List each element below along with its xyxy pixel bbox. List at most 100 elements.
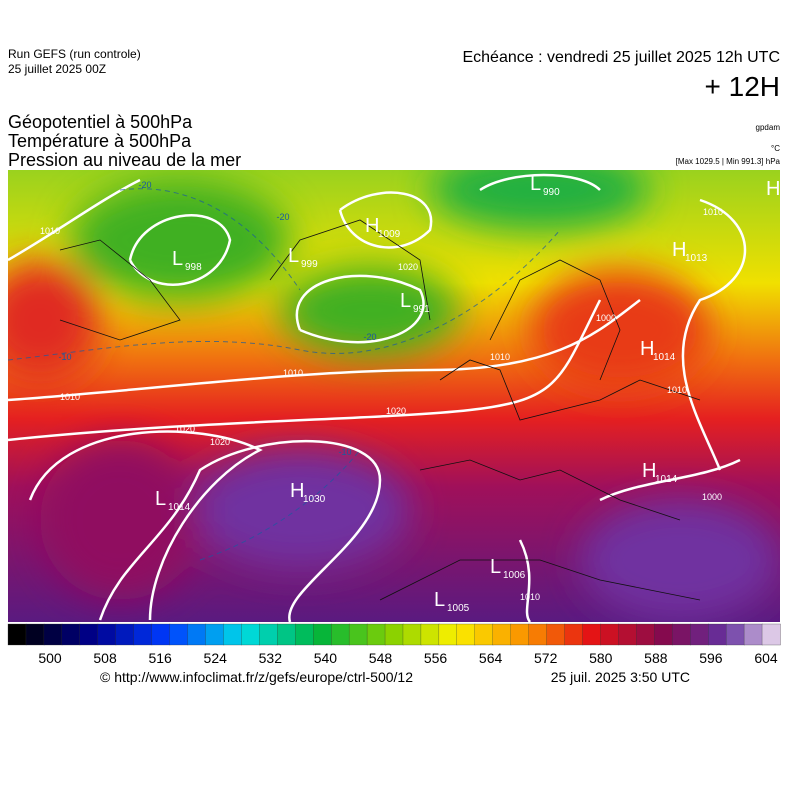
scale-swatch <box>708 623 727 646</box>
forecast: Echéance : vendredi 25 juillet 2025 12h … <box>462 49 780 66</box>
temperature-label: -10 <box>58 352 71 362</box>
scale-swatch <box>348 623 368 646</box>
run: Run GEFS (run controle) <box>8 47 141 61</box>
temperature-label: -20 <box>363 332 376 342</box>
center-letter: L <box>434 589 445 611</box>
scale-swatch <box>402 623 422 646</box>
isobar-label: 1010 <box>40 226 60 236</box>
scale-swatch <box>743 623 763 646</box>
center-letter: L <box>172 248 183 270</box>
scale-swatch <box>313 623 332 646</box>
scale-swatch <box>366 623 386 646</box>
scale-swatch <box>456 623 476 646</box>
center-value: 991 <box>413 304 430 315</box>
isobar-label: 1000 <box>702 492 722 502</box>
center-value: 1014 <box>168 502 191 513</box>
scale-swatch <box>528 623 548 646</box>
scale-label: 508 <box>93 650 117 666</box>
isobar-label: 1000 <box>596 313 616 323</box>
temperature-label: -20 <box>138 180 151 190</box>
scale-swatch <box>169 623 189 646</box>
scale-label: 564 <box>479 650 503 666</box>
scale-swatch <box>277 623 296 646</box>
scale-label: 548 <box>369 650 393 666</box>
scale-swatch <box>7 623 27 646</box>
scale-swatch <box>492 623 512 646</box>
scale-swatch <box>582 623 602 646</box>
scale-label: 500 <box>38 650 62 666</box>
field: Température à 500hPa <box>8 131 192 151</box>
center-letter: L <box>530 173 541 195</box>
center-letter: H <box>642 460 656 482</box>
center-value: 990 <box>543 187 560 198</box>
scale-swatch <box>636 623 655 646</box>
scale-swatch <box>384 623 404 646</box>
isobar-label: 1020 <box>398 262 418 272</box>
unit: °C <box>771 144 780 153</box>
center-value: 1009 <box>378 229 401 240</box>
isobar-label: 1010 <box>283 368 303 378</box>
scale-label: 596 <box>699 650 723 666</box>
center-letter: H <box>640 338 654 360</box>
scale-swatch <box>474 623 494 646</box>
scale-swatch <box>654 623 673 646</box>
scale-swatch <box>618 623 638 646</box>
center-value: 1014 <box>655 474 678 485</box>
isobar-label: 1020 <box>175 424 195 434</box>
isobar-label: 1020 <box>386 406 406 416</box>
scale-label: 540 <box>314 650 338 666</box>
scale-swatch <box>61 623 81 646</box>
center-value: 998 <box>185 262 202 273</box>
scale-swatch <box>438 623 458 646</box>
isobar-label: 1010 <box>60 392 80 402</box>
temperature-label: -10 <box>338 447 351 457</box>
isobar-label: 1010 <box>703 207 723 217</box>
center-value: 1013 <box>685 253 708 264</box>
scale-label: 588 <box>644 650 668 666</box>
scale-swatch <box>761 623 781 646</box>
scale-swatch <box>151 623 171 646</box>
scale-swatch <box>725 623 745 646</box>
scale-swatch <box>600 623 620 646</box>
scale-label: 604 <box>754 650 778 666</box>
scale-swatch <box>25 623 45 646</box>
scale-label: 556 <box>424 650 448 666</box>
scale-label: 532 <box>259 650 283 666</box>
scale-swatch <box>223 623 243 646</box>
source: © http://www.infoclimat.fr/z/gefs/europe… <box>100 669 413 685</box>
center-letter: L <box>400 290 411 312</box>
center-value: 1006 <box>503 570 526 581</box>
scale-swatch <box>43 623 63 646</box>
center-letter: H <box>290 480 304 502</box>
scale-swatch <box>420 623 440 646</box>
center-value: 1014 <box>653 352 676 363</box>
scale-swatch <box>564 623 584 646</box>
isobar-label: 1010 <box>520 592 540 602</box>
pressure-range: [Max 1029.5 | Min 991.3] hPa <box>676 157 781 166</box>
temperature-label: -20 <box>276 212 289 222</box>
lead-time: + 12H <box>705 71 781 102</box>
scale-swatch <box>133 623 153 646</box>
scale-swatch <box>690 623 709 646</box>
scale-swatch <box>97 623 117 646</box>
center-letter: H <box>365 215 379 237</box>
run-date: 25 juillet 2025 00Z <box>8 62 106 76</box>
scale-label: 524 <box>204 650 228 666</box>
color-scale: 500 508 516 524 532 540 548 556 564 572 580 588 596 6… <box>7 623 781 666</box>
timestamp: 25 juil. 2025 3:50 UTC <box>551 669 690 685</box>
center-letter: H <box>672 239 686 261</box>
isobar-label: 1010 <box>490 352 510 362</box>
scale-swatch <box>241 623 260 646</box>
scale-label: 580 <box>589 650 613 666</box>
scale-swatch <box>510 623 530 646</box>
field: Géopotentiel à 500hPa <box>8 112 193 132</box>
scale-swatch <box>295 623 314 646</box>
scale-swatch <box>187 623 207 646</box>
center-value: 999 <box>301 259 318 270</box>
scale-label: 516 <box>148 650 172 666</box>
isobar-label: 1010 <box>667 385 687 395</box>
scale-swatch <box>205 623 225 646</box>
scale-swatch <box>546 623 566 646</box>
